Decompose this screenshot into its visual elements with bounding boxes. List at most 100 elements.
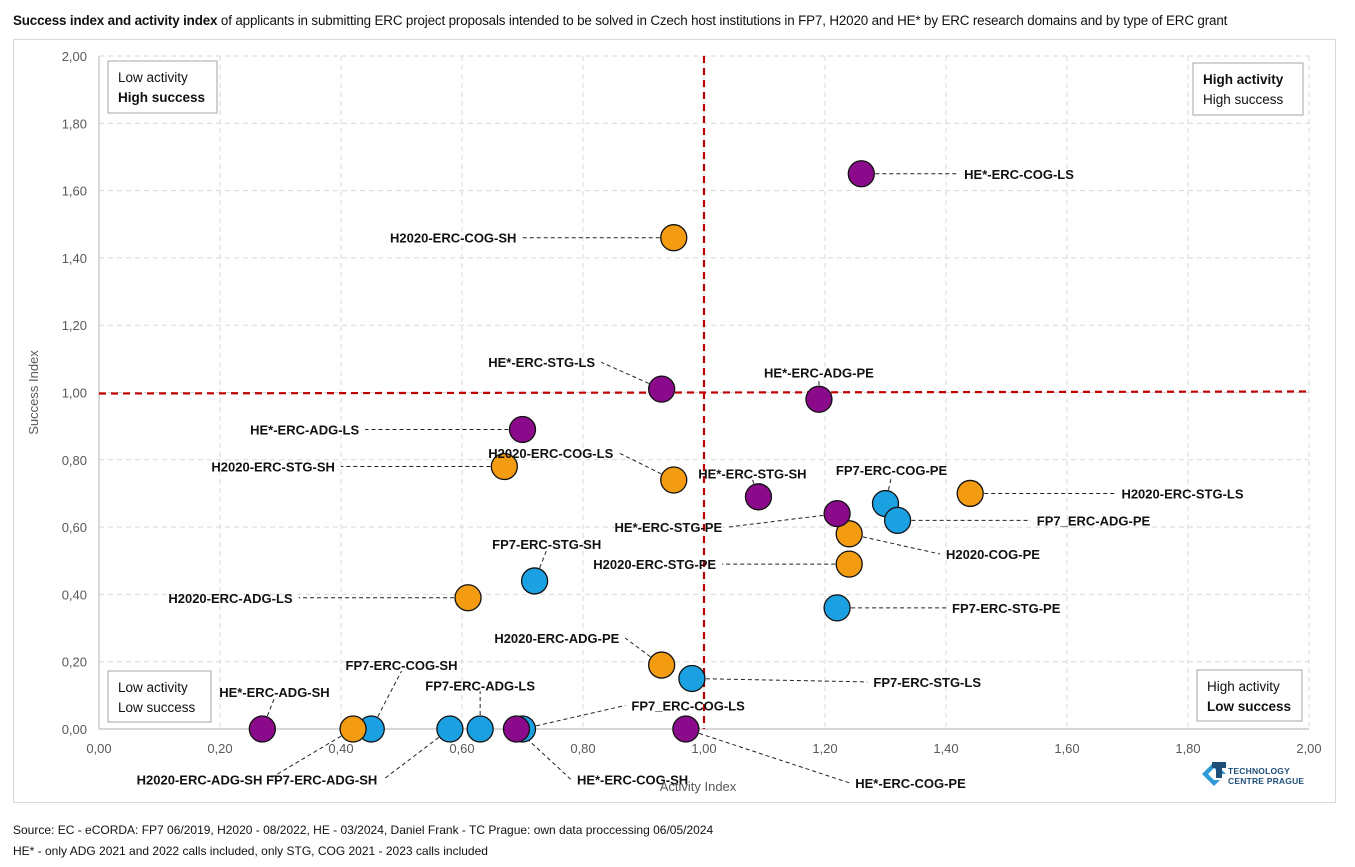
data-point-he-erc-adg-pe[interactable] — [805, 385, 833, 413]
y-tick-label: 1,20 — [62, 318, 87, 333]
label-leader-line — [691, 678, 868, 683]
quadrant-box-border — [1196, 669, 1303, 722]
data-point-fp7-erc-stg-ls[interactable] — [678, 664, 706, 693]
y-tick-label: 2,00 — [62, 49, 87, 64]
chart-frame — [13, 39, 1336, 803]
tick-labels: 0,00 0,20 0,40 0,60 0,80 1,00 1,20 1,40 1,60 1,80… — [62, 49, 1322, 756]
data-label: HE*-ERC-COG-PE — [855, 776, 966, 791]
quadrant-box-top-left: Low activity High success — [107, 60, 218, 114]
success-reference-line — [98, 390, 1310, 395]
data-point-h2020-erc-cog-ls[interactable] — [660, 466, 688, 494]
data-point-he-erc-stg-sh[interactable] — [744, 483, 773, 511]
data-label: HE*-ERC-STG-SH — [698, 466, 806, 481]
y-tick-label: 0,20 — [62, 655, 87, 670]
data-label: H2020-ERC-STG-SH — [211, 460, 335, 475]
data-point-he-erc-cog-pe[interactable] — [672, 715, 700, 743]
label-leader-line — [516, 728, 572, 780]
data-point-he-erc-stg-pe[interactable] — [823, 499, 851, 528]
logo-line-2: CENTRE PRAGUE — [1228, 776, 1305, 786]
label-leader-line — [685, 728, 850, 784]
data-point-he-erc-adg-ls[interactable] — [508, 415, 537, 444]
logo-line-1: TECHNOLOGY — [1228, 766, 1290, 776]
x-tick-label: 1,80 — [1175, 741, 1200, 756]
data-point-he-erc-adg-sh[interactable] — [248, 715, 277, 743]
logo-text: TECHNOLOGY CENTRE PRAGUE — [1228, 766, 1304, 786]
y-tick-label: 1,40 — [62, 251, 87, 266]
x-tick-label: 2,00 — [1296, 741, 1321, 756]
y-tick-label: 1,60 — [62, 184, 87, 199]
data-point-fp7-erc-adg-sh[interactable] — [436, 715, 464, 743]
quadrant-box-border — [107, 670, 212, 723]
data-label: FP7-ERC-COG-PE — [836, 463, 948, 478]
data-point-h2020-erc-stg-pe[interactable] — [835, 550, 863, 578]
quadrant-line-2: High success — [118, 90, 205, 105]
label-leader-line — [849, 533, 941, 555]
data-label: FP7-ERC-STG-LS — [873, 675, 981, 690]
data-point-h2020-erc-adg-sh[interactable] — [339, 715, 367, 743]
quadrant-line-1: Low activity — [118, 680, 188, 695]
technology-centre-prague-logo: TECHNOLOGY CENTRE PRAGUE — [1200, 760, 1315, 796]
data-point-h2020-erc-adg-ls[interactable] — [454, 584, 482, 612]
data-label: FP7-ERC-STG-PE — [952, 601, 1061, 616]
he-footnote: HE* - only ADG 2021 and 2022 calls inclu… — [13, 844, 488, 858]
x-tick-label: 0,80 — [570, 741, 595, 756]
data-point-fp7-erc-stg-sh[interactable] — [520, 567, 549, 595]
quadrant-box-border — [107, 60, 218, 114]
y-tick-label: 0,40 — [62, 587, 87, 602]
x-tick-label: 0,00 — [86, 741, 111, 756]
quadrant-line-2: Low success — [118, 700, 196, 715]
data-point-h2020-cog-pe[interactable] — [835, 520, 863, 548]
data-point-he-erc-stg-ls[interactable] — [648, 375, 676, 403]
data-point-he-erc-cog-sh[interactable] — [502, 715, 531, 743]
label-leader-line — [534, 549, 548, 582]
data-labels: FP7-ERC-COG-PE FP7_ERC-ADG-PE FP7-ERC-STG-… — [137, 167, 1244, 791]
data-point-fp7-erc-adg-pe[interactable] — [883, 506, 912, 535]
data-point-h2020-erc-cog-sh[interactable] — [660, 224, 688, 252]
y-tick-label: 1,80 — [62, 116, 87, 131]
quadrant-box-bottom-left: Low activity Low success — [107, 670, 212, 723]
data-label: H2020-ERC-STG-PE — [593, 557, 716, 572]
x-tick-label: 0,20 — [207, 741, 232, 756]
label-leader-line — [885, 475, 893, 504]
data-label: HE*-ERC-ADG-SH — [219, 685, 330, 700]
y-tick-label: 0,80 — [62, 453, 87, 468]
data-label: FP7_ERC-ADG-PE — [1037, 513, 1151, 528]
data-point-he-erc-cog-ls[interactable] — [847, 160, 875, 188]
chart-title-bold: Success index and activity index — [13, 13, 218, 28]
y-tick-label: 1,00 — [62, 386, 87, 401]
chart-title-rest: of applicants in submitting ERC project … — [217, 13, 1228, 28]
data-label: H2020-ERC-STG-LS — [1121, 486, 1243, 501]
y-tick-label: 0,60 — [62, 520, 87, 535]
data-label: HE*-ERC-STG-LS — [488, 355, 595, 370]
label-leader-line — [522, 704, 626, 730]
data-point-fp7-erc-adg-ls[interactable] — [466, 715, 494, 743]
data-label: H2020-ERC-COG-LS — [488, 446, 613, 461]
quadrant-line-2: High success — [1203, 92, 1284, 107]
quadrant-box-border — [1192, 62, 1304, 116]
technology-centre-prague-logo-icon — [1202, 762, 1226, 786]
source-note: Source: EC - eCORDA: FP7 06/2019, H2020 … — [13, 823, 714, 837]
data-label: H2020-ERC-ADG-PE — [494, 631, 619, 646]
data-label: H2020-ERC-COG-SH — [390, 231, 516, 246]
data-point-h2020-erc-adg-pe[interactable] — [648, 651, 676, 679]
data-point-h2020-erc-stg-sh[interactable] — [490, 452, 519, 481]
data-label: HE*-ERC-COG-LS — [964, 167, 1074, 182]
data-label: HE*-ERC-STG-PE — [615, 520, 723, 535]
x-tick-label: 0,40 — [328, 741, 353, 756]
x-axis-title: Activity Index — [660, 779, 737, 794]
x-tick-label: 1,40 — [933, 741, 958, 756]
data-point-h2020-erc-stg-ls[interactable] — [956, 479, 984, 508]
x-tick-label: 1,20 — [812, 741, 837, 756]
quadrant-line-2: Low success — [1207, 699, 1291, 714]
data-label: FP7-ERC-STG-SH — [492, 537, 601, 552]
data-label: H2020-ERC-ADG-LS — [168, 591, 293, 606]
data-label: H2020-COG-PE — [946, 547, 1040, 562]
label-leader-line — [268, 728, 354, 780]
quadrant-box-bottom-right: High activity Low success — [1196, 669, 1303, 722]
data-point-fp7-erc-stg-pe[interactable] — [823, 594, 851, 622]
x-tick-label: 1,60 — [1054, 741, 1079, 756]
label-leader-line — [261, 697, 275, 730]
data-label: HE*-ERC-ADG-LS — [250, 423, 359, 438]
